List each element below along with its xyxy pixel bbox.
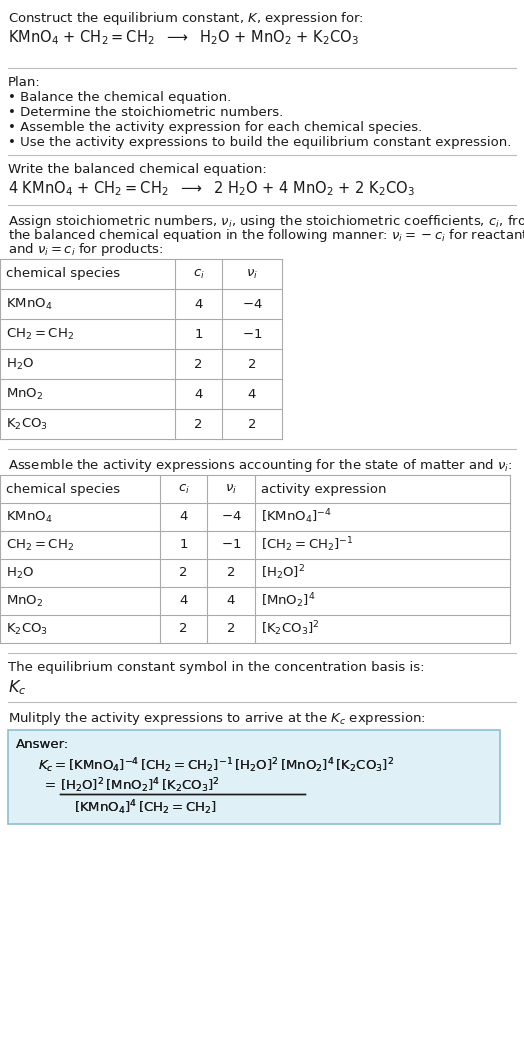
Text: $[\mathregular{H_2O}]^2\,[\mathregular{MnO_2}]^4\,[\mathregular{K_2CO_3}]^2$: $[\mathregular{H_2O}]^2\,[\mathregular{M… [60,776,220,794]
Text: and $\nu_i = c_i$ for products:: and $\nu_i = c_i$ for products: [8,241,163,258]
Text: $\mathregular{MnO_2}$: $\mathregular{MnO_2}$ [6,387,43,401]
Text: $\mathregular{KMnO_4}$ + $\mathregular{CH_2{=}CH_2}$  $\longrightarrow$  $\mathr: $\mathregular{KMnO_4}$ + $\mathregular{C… [8,28,359,47]
Text: $=$: $=$ [42,777,56,790]
Text: 1: 1 [179,538,188,552]
Text: Plan:: Plan: [8,76,41,89]
Text: Answer:: Answer: [16,738,69,751]
Text: Construct the equilibrium constant, $K$, expression for:: Construct the equilibrium constant, $K$,… [8,10,364,27]
Text: $\mathregular{KMnO_4}$: $\mathregular{KMnO_4}$ [6,510,52,525]
Text: 4: 4 [227,595,235,607]
Text: $[\mathregular{K_2CO_3}]^2$: $[\mathregular{K_2CO_3}]^2$ [261,620,320,638]
Text: $\mathregular{H_2O}$: $\mathregular{H_2O}$ [6,565,34,581]
Text: $-1$: $-1$ [221,538,241,552]
Text: $=$: $=$ [42,777,56,790]
Text: the balanced chemical equation in the following manner: $\nu_i = -c_i$ for react: the balanced chemical equation in the fo… [8,227,524,243]
Text: $[\mathregular{MnO_2}]^4$: $[\mathregular{MnO_2}]^4$ [261,591,315,610]
Text: 4: 4 [179,595,188,607]
Text: $c_i$: $c_i$ [178,483,189,495]
Text: chemical species: chemical species [6,483,120,495]
Text: • Assemble the activity expression for each chemical species.: • Assemble the activity expression for e… [8,121,422,134]
Text: • Determine the stoichiometric numbers.: • Determine the stoichiometric numbers. [8,106,283,119]
Text: activity expression: activity expression [261,483,387,495]
Text: $K_c = [\mathregular{KMnO_4}]^{-4}\,[\mathregular{CH_2{=}CH_2}]^{-1}\,[\mathregu: $K_c = [\mathregular{KMnO_4}]^{-4}\,[\ma… [38,756,394,774]
Text: 4 $\mathregular{KMnO_4}$ + $\mathregular{CH_2{=}CH_2}$  $\longrightarrow$  2 $\m: 4 $\mathregular{KMnO_4}$ + $\mathregular… [8,179,415,198]
Text: 4: 4 [194,388,203,400]
Text: $K_c = [\mathregular{KMnO_4}]^{-4}\,[\mathregular{CH_2{=}CH_2}]^{-1}\,[\mathregu: $K_c = [\mathregular{KMnO_4}]^{-4}\,[\ma… [38,756,394,774]
Text: $[\mathregular{H_2O}]^2\,[\mathregular{MnO_2}]^4\,[\mathregular{K_2CO_3}]^2$: $[\mathregular{H_2O}]^2\,[\mathregular{M… [60,776,220,794]
FancyBboxPatch shape [8,730,500,825]
Text: 2: 2 [179,566,188,580]
Text: Answer:: Answer: [16,738,69,751]
Text: $[\mathregular{KMnO_4}]^{-4}$: $[\mathregular{KMnO_4}]^{-4}$ [261,508,332,527]
Text: 2: 2 [179,623,188,635]
Text: $\mathregular{CH_2{=}CH_2}$: $\mathregular{CH_2{=}CH_2}$ [6,326,74,342]
Text: Assemble the activity expressions accounting for the state of matter and $\nu_i$: Assemble the activity expressions accoun… [8,457,512,474]
Text: 2: 2 [248,357,256,371]
Text: 4: 4 [179,511,188,524]
Text: $\mathregular{H_2O}$: $\mathregular{H_2O}$ [6,356,34,372]
Text: $\nu_i$: $\nu_i$ [246,268,258,280]
Text: $-4$: $-4$ [242,298,263,310]
Text: chemical species: chemical species [6,268,120,280]
Text: Mulitply the activity expressions to arrive at the $K_c$ expression:: Mulitply the activity expressions to arr… [8,710,426,727]
Text: $c_i$: $c_i$ [193,268,204,280]
Text: • Balance the chemical equation.: • Balance the chemical equation. [8,91,231,104]
Text: $\mathregular{MnO_2}$: $\mathregular{MnO_2}$ [6,594,43,608]
Text: 2: 2 [227,566,235,580]
Text: $\nu_i$: $\nu_i$ [225,483,237,495]
Text: • Use the activity expressions to build the equilibrium constant expression.: • Use the activity expressions to build … [8,136,511,149]
Text: $-1$: $-1$ [242,327,262,341]
Text: $K_c$: $K_c$ [8,678,26,697]
Text: 2: 2 [248,418,256,431]
Text: $\mathregular{CH_2{=}CH_2}$: $\mathregular{CH_2{=}CH_2}$ [6,537,74,553]
Text: 2: 2 [227,623,235,635]
Text: $[\mathregular{CH_2{=}CH_2}]^{-1}$: $[\mathregular{CH_2{=}CH_2}]^{-1}$ [261,536,354,554]
Text: Assign stoichiometric numbers, $\nu_i$, using the stoichiometric coefficients, $: Assign stoichiometric numbers, $\nu_i$, … [8,213,524,230]
Text: Write the balanced chemical equation:: Write the balanced chemical equation: [8,163,267,176]
Text: 1: 1 [194,327,203,341]
Text: $-4$: $-4$ [221,511,242,524]
Text: 2: 2 [194,418,203,431]
Text: $\mathregular{K_2CO_3}$: $\mathregular{K_2CO_3}$ [6,417,48,432]
Text: 4: 4 [248,388,256,400]
Text: $[\mathregular{KMnO_4}]^4\,[\mathregular{CH_2{=}CH_2}]$: $[\mathregular{KMnO_4}]^4\,[\mathregular… [74,798,217,817]
Text: $[\mathregular{H_2O}]^2$: $[\mathregular{H_2O}]^2$ [261,563,305,582]
Text: $\mathregular{KMnO_4}$: $\mathregular{KMnO_4}$ [6,297,52,311]
Text: $\mathregular{K_2CO_3}$: $\mathregular{K_2CO_3}$ [6,622,48,636]
Text: $[\mathregular{KMnO_4}]^4\,[\mathregular{CH_2{=}CH_2}]$: $[\mathregular{KMnO_4}]^4\,[\mathregular… [74,798,217,817]
Text: 2: 2 [194,357,203,371]
Text: The equilibrium constant symbol in the concentration basis is:: The equilibrium constant symbol in the c… [8,661,424,674]
Text: 4: 4 [194,298,203,310]
